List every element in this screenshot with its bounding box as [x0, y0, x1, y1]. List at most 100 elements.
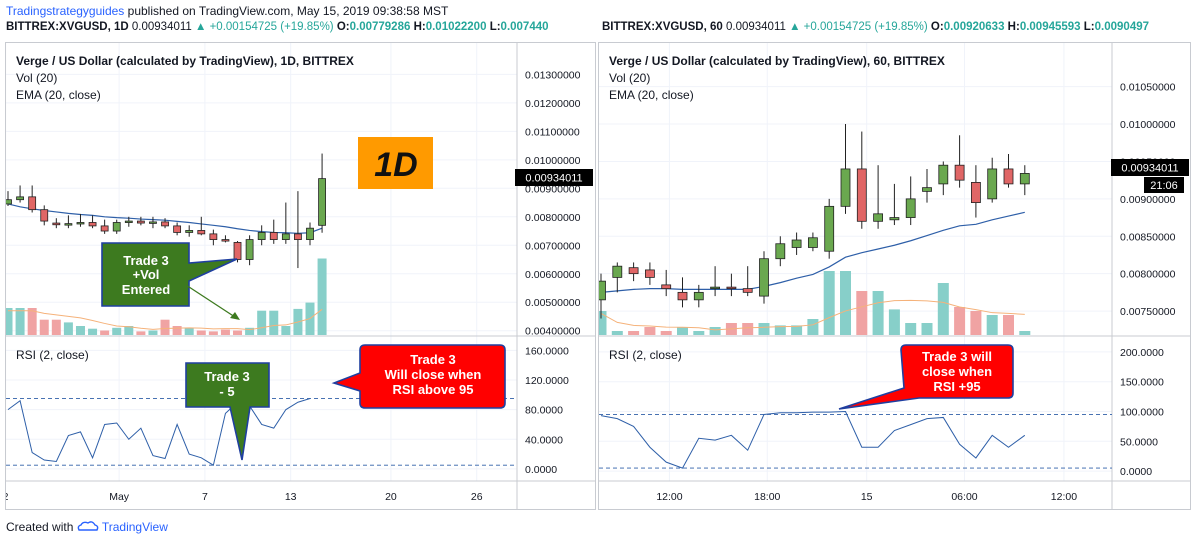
callout-trade-entered	[101, 242, 238, 307]
rsi-tick-label: 0.0000	[1120, 466, 1152, 478]
price-tick-label: 0.01050000	[1120, 82, 1176, 94]
time-tick-label: 06:00	[951, 491, 977, 503]
volume-bar	[233, 330, 243, 335]
right-rsi-ticks: 0.0000 50.0000 100.0000 150.0000 200.0000	[1120, 347, 1164, 478]
volume-bar	[774, 325, 786, 335]
price-tick-label: 0.00900000	[1120, 194, 1176, 206]
volume-bar	[1003, 315, 1014, 335]
candle-body	[161, 221, 169, 227]
candle-body	[661, 284, 672, 290]
tradingview-link[interactable]: TradingView	[101, 520, 168, 534]
volume-bar	[970, 311, 982, 335]
volume-bar	[148, 330, 158, 335]
candle-body	[136, 220, 145, 224]
left-open: 0.00779286	[349, 21, 411, 33]
volume-bar	[317, 258, 327, 335]
candle-body	[922, 187, 932, 192]
arrow-to-volume-head	[230, 312, 240, 320]
time-tick-label: 7	[202, 491, 208, 503]
volume-bar	[758, 323, 770, 335]
left-chart-panel[interactable]: 0.00400000 0.00500000 0.00600000 0.00700000…	[5, 42, 596, 510]
candle-body	[840, 168, 851, 207]
left-time-ticks: 2 May 7 13 20 26	[6, 491, 483, 503]
volume-bar	[628, 331, 640, 335]
candle-body	[269, 232, 278, 240]
time-tick-label: 20	[385, 491, 397, 503]
right-countdown-text: 21:06	[1150, 180, 1178, 192]
rsi-path	[600, 410, 1026, 469]
callout-rsi-low	[185, 362, 270, 461]
left-volume-bars	[6, 258, 327, 335]
right-countdown-marker	[1144, 177, 1184, 193]
rsi-tick-label: 0.0000	[525, 464, 557, 476]
price-tick-label: 0.01000000	[525, 155, 581, 167]
right-chart-svg[interactable]: 0.00750000 0.00800000 0.00850000 0.00900000…	[599, 43, 1190, 509]
price-tick-label: 0.00900000	[525, 183, 581, 195]
ema-path	[600, 211, 1025, 293]
right-change: ▲ +0.00154725 (+19.85%)	[789, 21, 928, 33]
volume-ma-line	[8, 308, 323, 331]
right-ticker-line: BITTREX:XVGUSD, 60 0.00934011 ▲ +0.00154…	[602, 21, 1190, 33]
rsi-path	[7, 398, 311, 466]
right-last-price-marker	[1111, 159, 1189, 176]
right-symbol: BITTREX:XVGUSD, 60	[602, 21, 723, 33]
right-chart-panel[interactable]: 0.00750000 0.00800000 0.00850000 0.00900000…	[598, 42, 1191, 510]
candle-body	[64, 223, 73, 226]
price-tick-label: 0.01200000	[525, 98, 581, 110]
candle-body	[197, 230, 206, 235]
volume-bar	[51, 319, 61, 335]
volume-bar	[136, 331, 146, 335]
candle-body	[112, 222, 121, 232]
volume-bar	[823, 271, 835, 335]
time-tick-label: 18:00	[754, 491, 780, 503]
candle-body	[281, 233, 290, 240]
candle-body	[185, 230, 194, 233]
volume-bar	[791, 325, 803, 335]
left-legend-vol: Vol (20)	[16, 71, 57, 85]
left-candles	[6, 153, 326, 269]
timeframe-badge-text: 1D	[374, 146, 417, 184]
candle-body	[856, 168, 867, 222]
price-tick-label: 0.00750000	[1120, 306, 1176, 318]
candle-body	[970, 182, 981, 204]
volume-bar	[954, 307, 966, 335]
right-callout-line3: RSI +95	[933, 379, 980, 394]
left-chart-svg[interactable]: 0.00400000 0.00500000 0.00600000 0.00700000…	[6, 43, 595, 509]
right-candles	[599, 124, 1030, 319]
volume-bar	[599, 311, 607, 335]
candle-body	[306, 227, 314, 240]
volume-bar	[742, 323, 754, 335]
time-tick-label: 15	[861, 491, 873, 503]
volume-bar	[281, 326, 291, 335]
candle-body	[16, 196, 24, 201]
volume-bar	[75, 326, 85, 335]
left-legend-ema: EMA (20, close)	[16, 88, 101, 102]
callout-rsi-low-line2: - 5	[219, 384, 234, 399]
left-price-ticks: 0.00400000 0.00500000 0.00600000 0.00700000…	[525, 69, 581, 337]
left-symbol: BITTREX:XVGUSD, 1D	[6, 21, 129, 33]
rsi-tick-label: 100.0000	[1120, 407, 1164, 419]
left-ticker-line: BITTREX:XVGUSD, 1D 0.00934011 ▲ +0.00154…	[6, 21, 549, 33]
rsi-tick-label: 50.0000	[1120, 436, 1158, 448]
candle-body	[318, 178, 326, 226]
left-high-label: H:	[413, 21, 426, 33]
candle-body	[905, 198, 916, 218]
author-link[interactable]: Tradingstrategyguides	[6, 4, 125, 18]
candle-body	[245, 239, 254, 260]
price-tick-label: 0.01300000	[525, 69, 581, 81]
candle-body	[612, 265, 623, 278]
time-tick-label: 26	[471, 491, 483, 503]
left-last-price-marker	[515, 169, 593, 186]
candle-body	[599, 280, 606, 301]
right-volume-bars	[599, 271, 1031, 335]
rsi-tick-label: 80.0000	[525, 405, 563, 417]
right-legend-vol: Vol (20)	[609, 71, 650, 85]
candle-body	[1003, 168, 1014, 185]
callout-entered-line1: Trade 3	[123, 253, 169, 268]
candle-body	[76, 222, 85, 225]
volume-bar	[660, 331, 672, 335]
candle-body	[710, 286, 720, 290]
candle-body	[938, 164, 949, 185]
left-low-label: L:	[489, 21, 501, 33]
price-tick-label: 0.01000000	[1120, 119, 1176, 131]
